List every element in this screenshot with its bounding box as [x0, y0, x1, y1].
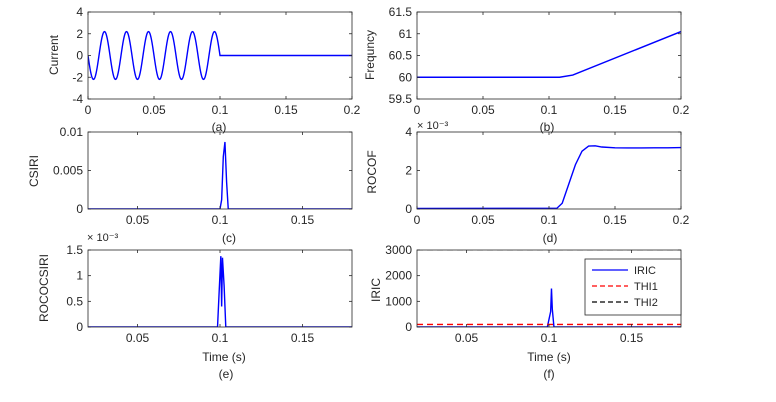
panel-d-xtick-label: 0.1 — [541, 213, 558, 227]
panel-b-series-frequency — [417, 30, 681, 78]
panel-c-ytick-label: 0.005 — [53, 164, 83, 178]
panel-d-plot: 0 0.05 0.1 0.15 0.2 0 2 4 — [405, 125, 689, 227]
legend-box — [584, 258, 682, 316]
panel-a-plot: 0 0.05 0.1 0.15 0.2 -4 -2 0 2 4 — [72, 5, 360, 117]
panel-a-xtick-label: 0.1 — [212, 103, 229, 117]
panel-c-subtitle: (c) — [222, 231, 236, 245]
panel-f-ytick-label: 1000 — [385, 294, 412, 308]
panel-e-series-rococsiri — [88, 256, 352, 327]
panel-f-xlabel: Time (s) — [527, 350, 571, 364]
panel-b-ytick-label: 59.5 — [389, 92, 413, 106]
panel-a-subtitle: (a) — [212, 120, 227, 134]
panel-c-ylabel: CSIRI — [27, 155, 41, 187]
legend-label-thi2: THI2 — [634, 297, 658, 309]
panel-b-ytick-label: 60 — [399, 70, 413, 84]
panel-f-ytick-label: 3000 — [385, 243, 412, 257]
panel-f-xtick-label: 0.1 — [541, 331, 558, 345]
panel-d-xtick-label: 0.15 — [603, 213, 627, 227]
panel-f-subtitle: (f) — [543, 367, 554, 381]
panel-d-ytick-label: 4 — [405, 125, 412, 139]
panel-e-ytick-label: 0 — [76, 320, 83, 334]
panel-a-ytick-label: 2 — [76, 27, 83, 41]
panel-e-ytick-label: 1 — [76, 269, 83, 283]
panel-b-ytick-label: 61.5 — [389, 5, 413, 19]
panel-f-ylabel: IRIC — [369, 278, 383, 302]
panel-a-ytick-label: 4 — [76, 5, 83, 19]
panel-d-xtick-label: 0.05 — [471, 213, 495, 227]
panel-b-xtick-label: 0.05 — [471, 103, 495, 117]
panel-e-xtick-label: 0.1 — [212, 331, 229, 345]
panel-e: 0.05 0.1 0.15 0 0.5 1 1.5 ROCOCSIRI × 10⁻³ Tim… — [37, 232, 353, 381]
panel-d-xtick-label: 0 — [414, 213, 421, 227]
panel-e-ytick-label: 1.5 — [66, 243, 83, 257]
panel-d-series-rocof — [417, 145, 681, 209]
legend-label-thi1: THI1 — [634, 281, 658, 293]
panel-a-xtick-label: 0.2 — [344, 103, 361, 117]
panel-e-xtick-label: 0.05 — [126, 331, 150, 345]
panel-e-ylabel: ROCOCSIRI — [37, 254, 51, 322]
panel-a-xtick-label: 0.05 — [142, 103, 166, 117]
panel-d-subtitle: (d) — [543, 231, 558, 245]
panel-d-ylabel: ROCOF — [365, 150, 379, 193]
panel-a-xtick-label: 0.15 — [274, 103, 298, 117]
panel-f-ytick-label: 2000 — [385, 269, 412, 283]
panel-e-xtick-label: 0.15 — [291, 331, 315, 345]
panel-c: 0.05 0.1 0.15 0 0.005 0.01 CSIRI (c) — [27, 125, 353, 245]
panel-a: 0 0.05 0.1 0.15 0.2 -4 -2 0 2 4 Current (a) — [47, 5, 361, 134]
panel-a-ylabel: Current — [47, 34, 61, 75]
panel-f-plot: 0.05 0.1 0.15 0 1000 2000 3000 — [385, 243, 682, 345]
panel-a-ytick-label: 0 — [76, 49, 83, 63]
panel-c-ytick-label: 0.01 — [60, 125, 84, 139]
panel-a-ytick-label: -4 — [72, 92, 83, 106]
panel-b-subtitle: (b) — [540, 120, 555, 134]
panel-c-plot: 0.05 0.1 0.15 0 0.005 0.01 — [53, 125, 353, 227]
panel-e-ytick-label: 0.5 — [66, 294, 83, 308]
panel-f-legend: IRIC THI1 THI2 — [584, 258, 682, 316]
panel-b-xtick-label: 0 — [414, 103, 421, 117]
panel-b-ytick-label: 61 — [399, 27, 413, 41]
panel-b-xtick-label: 0.2 — [673, 103, 690, 117]
panel-e-xlabel: Time (s) — [202, 350, 246, 364]
panel-c-xtick-label: 0.15 — [291, 213, 315, 227]
panel-a-ytick-label: -2 — [72, 70, 83, 84]
panel-d: 0 0.05 0.1 0.15 0.2 0 2 4 ROCOF × 10⁻³ (d) — [365, 120, 690, 245]
panel-b-xtick-label: 0.1 — [541, 103, 558, 117]
panel-e-multiplier: × 10⁻³ — [87, 232, 119, 244]
panel-c-ytick-label: 0 — [76, 202, 83, 216]
panel-e-plot: 0.05 0.1 0.15 0 0.5 1 1.5 — [66, 243, 353, 345]
panel-d-multiplier: × 10⁻³ — [417, 120, 449, 132]
panel-f-ytick-label: 0 — [405, 320, 412, 334]
panel-f: 0.05 0.1 0.15 0 1000 2000 3000 IRIC Time (s) (… — [369, 243, 682, 381]
panel-b-ylabel: Frequncy — [363, 30, 377, 80]
panel-a-xtick-label: 0 — [85, 103, 92, 117]
panel-b-xtick-label: 0.15 — [603, 103, 627, 117]
legend-label-iric: IRIC — [634, 265, 656, 277]
panel-f-xtick-label: 0.15 — [620, 331, 644, 345]
panel-b-ytick-label: 60.5 — [389, 49, 413, 63]
panel-a-series-current — [88, 30, 352, 81]
panel-f-series-iric — [417, 288, 681, 327]
panel-d-ytick-label: 2 — [405, 164, 412, 178]
panel-d-xtick-label: 0.2 — [673, 213, 690, 227]
panel-c-xtick-label: 0.05 — [126, 213, 150, 227]
panel-d-ytick-label: 0 — [405, 202, 412, 216]
panel-b-plot: 0 0.05 0.1 0.15 0.2 59.5 60 60.5 61 61.5 — [389, 5, 690, 117]
panel-f-xtick-label: 0.05 — [455, 331, 479, 345]
panel-b: 0 0.05 0.1 0.15 0.2 59.5 60 60.5 61 61.5 Frequncy… — [363, 5, 690, 134]
panel-e-subtitle: (e) — [219, 367, 234, 381]
panel-c-xtick-label: 0.1 — [212, 213, 229, 227]
